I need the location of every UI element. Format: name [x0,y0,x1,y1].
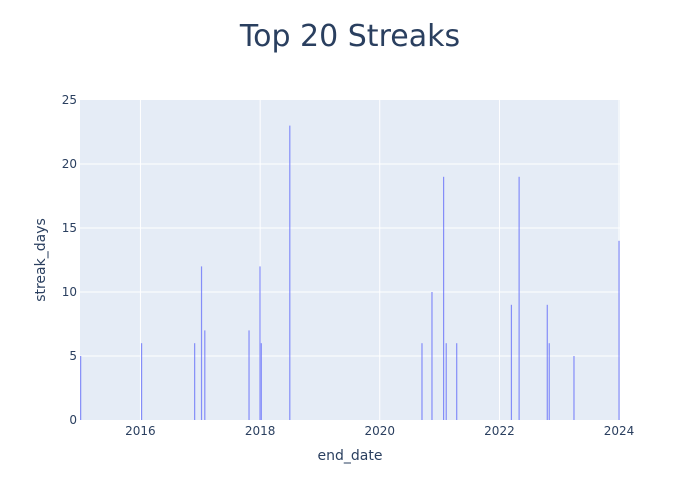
bar [289,126,290,420]
bar [511,305,512,420]
x-axis-ticks: 2016 2018 2020 2022 2024 [125,424,634,438]
bar [519,177,520,420]
x-tick-label: 2016 [125,424,156,438]
bar [141,343,142,420]
bar [80,356,81,420]
bar [547,305,548,420]
bar [204,330,205,420]
y-tick-label: 20 [62,157,77,171]
y-tick-label: 5 [69,349,77,363]
y-tick-label: 0 [69,413,77,427]
y-tick-label: 10 [62,285,77,299]
x-tick-label: 2022 [484,424,515,438]
bar [261,343,262,420]
x-tick-label: 2020 [364,424,395,438]
bar [456,343,457,420]
bar [443,177,444,420]
chart-title: Top 20 Streaks [239,19,460,54]
bar [248,330,249,420]
bar [618,241,619,420]
x-tick-label: 2024 [604,424,635,438]
bar [431,292,432,420]
y-tick-label: 25 [62,93,77,107]
y-axis-label: streak_days [33,218,49,302]
bar [201,266,202,420]
bar [259,266,260,420]
bar [421,343,422,420]
bar [446,343,447,420]
x-axis-label: end_date [318,448,383,464]
x-tick-label: 2018 [245,424,276,438]
bar [573,356,574,420]
y-tick-label: 15 [62,221,77,235]
y-axis-ticks: 0 5 10 15 20 25 [62,93,77,427]
bar [194,343,195,420]
plot-area [80,100,620,420]
bar [549,343,550,420]
